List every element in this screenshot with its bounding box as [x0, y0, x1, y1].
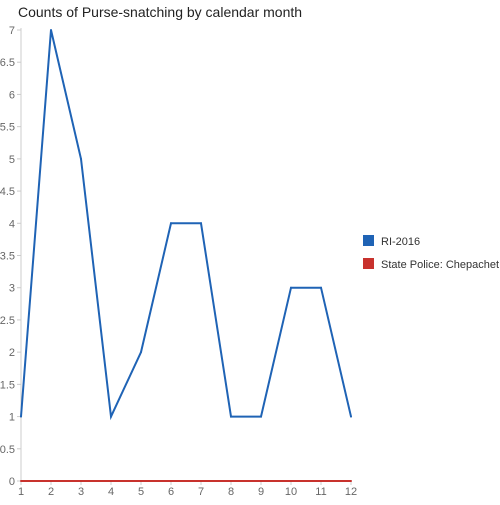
series-line-1 — [20, 29, 352, 421]
legend: RI-2016 State Police: Chepachet — [363, 235, 499, 271]
data-point — [260, 415, 262, 418]
x-tick-label: 4 — [108, 486, 114, 498]
data-point — [260, 480, 262, 482]
data-point — [110, 415, 112, 418]
data-point — [350, 480, 352, 482]
y-tick-label: 3.5 — [0, 251, 15, 263]
y-tick-label: 0.5 — [0, 444, 15, 456]
y-tick-label: 6 — [9, 89, 15, 101]
data-point — [110, 480, 112, 482]
y-tick-label: 0 — [9, 476, 15, 488]
y-tick-label: 5.5 — [0, 122, 15, 134]
data-point — [140, 480, 142, 482]
data-point — [200, 480, 202, 482]
data-point — [80, 157, 82, 160]
chart-title: Counts of Purse-snatching by calendar mo… — [18, 4, 302, 20]
x-tick-label: 11 — [315, 486, 326, 498]
x-axis-ticks: 1 2 3 4 5 6 7 8 9 10 11 12 — [18, 481, 357, 498]
y-tick-label: 5 — [9, 154, 15, 166]
data-point — [20, 415, 22, 418]
y-tick-label: 1.5 — [0, 379, 15, 391]
y-tick-label: 7 — [9, 25, 15, 37]
legend-label: State Police: Chepachet — [381, 259, 499, 271]
legend-swatch — [363, 258, 374, 269]
data-point — [230, 480, 232, 482]
y-tick-label: 4.5 — [0, 186, 15, 198]
data-point — [170, 480, 172, 482]
y-tick-label: 6.5 — [0, 57, 15, 69]
x-tick-label: 7 — [198, 486, 204, 498]
y-axis-ticks: 0 0.5 1 1.5 2 2.5 3 3.5 4 4.5 5 5.5 6 6.5 7 — [0, 25, 21, 488]
data-point — [320, 480, 322, 482]
data-point — [320, 286, 322, 289]
x-tick-label: 8 — [228, 486, 234, 498]
data-point — [290, 480, 292, 482]
axes — [20, 28, 351, 482]
data-point — [140, 351, 142, 354]
y-tick-label: 2 — [9, 347, 15, 359]
legend-swatch — [363, 235, 374, 246]
y-tick-label: 3 — [9, 283, 15, 295]
data-point — [350, 415, 352, 418]
data-point — [50, 480, 52, 482]
x-tick-label: 1 — [18, 486, 24, 498]
data-point — [200, 222, 202, 225]
data-point — [230, 415, 232, 418]
x-tick-label: 12 — [345, 486, 357, 498]
x-tick-label: 10 — [285, 486, 297, 498]
legend-label: RI-2016 — [381, 236, 420, 248]
data-point — [20, 480, 22, 482]
x-tick-label: 2 — [48, 486, 54, 498]
data-point — [80, 480, 82, 482]
series-lines — [20, 29, 352, 482]
x-tick-label: 5 — [138, 486, 144, 498]
y-tick-label: 4 — [9, 218, 15, 230]
y-tick-label: 2.5 — [0, 315, 15, 327]
data-point — [290, 286, 292, 289]
data-point — [50, 29, 52, 31]
y-tick-label: 1 — [9, 412, 15, 424]
data-point — [170, 222, 172, 225]
x-tick-label: 6 — [168, 486, 174, 498]
x-tick-label: 9 — [258, 486, 264, 498]
x-tick-label: 3 — [78, 486, 84, 498]
